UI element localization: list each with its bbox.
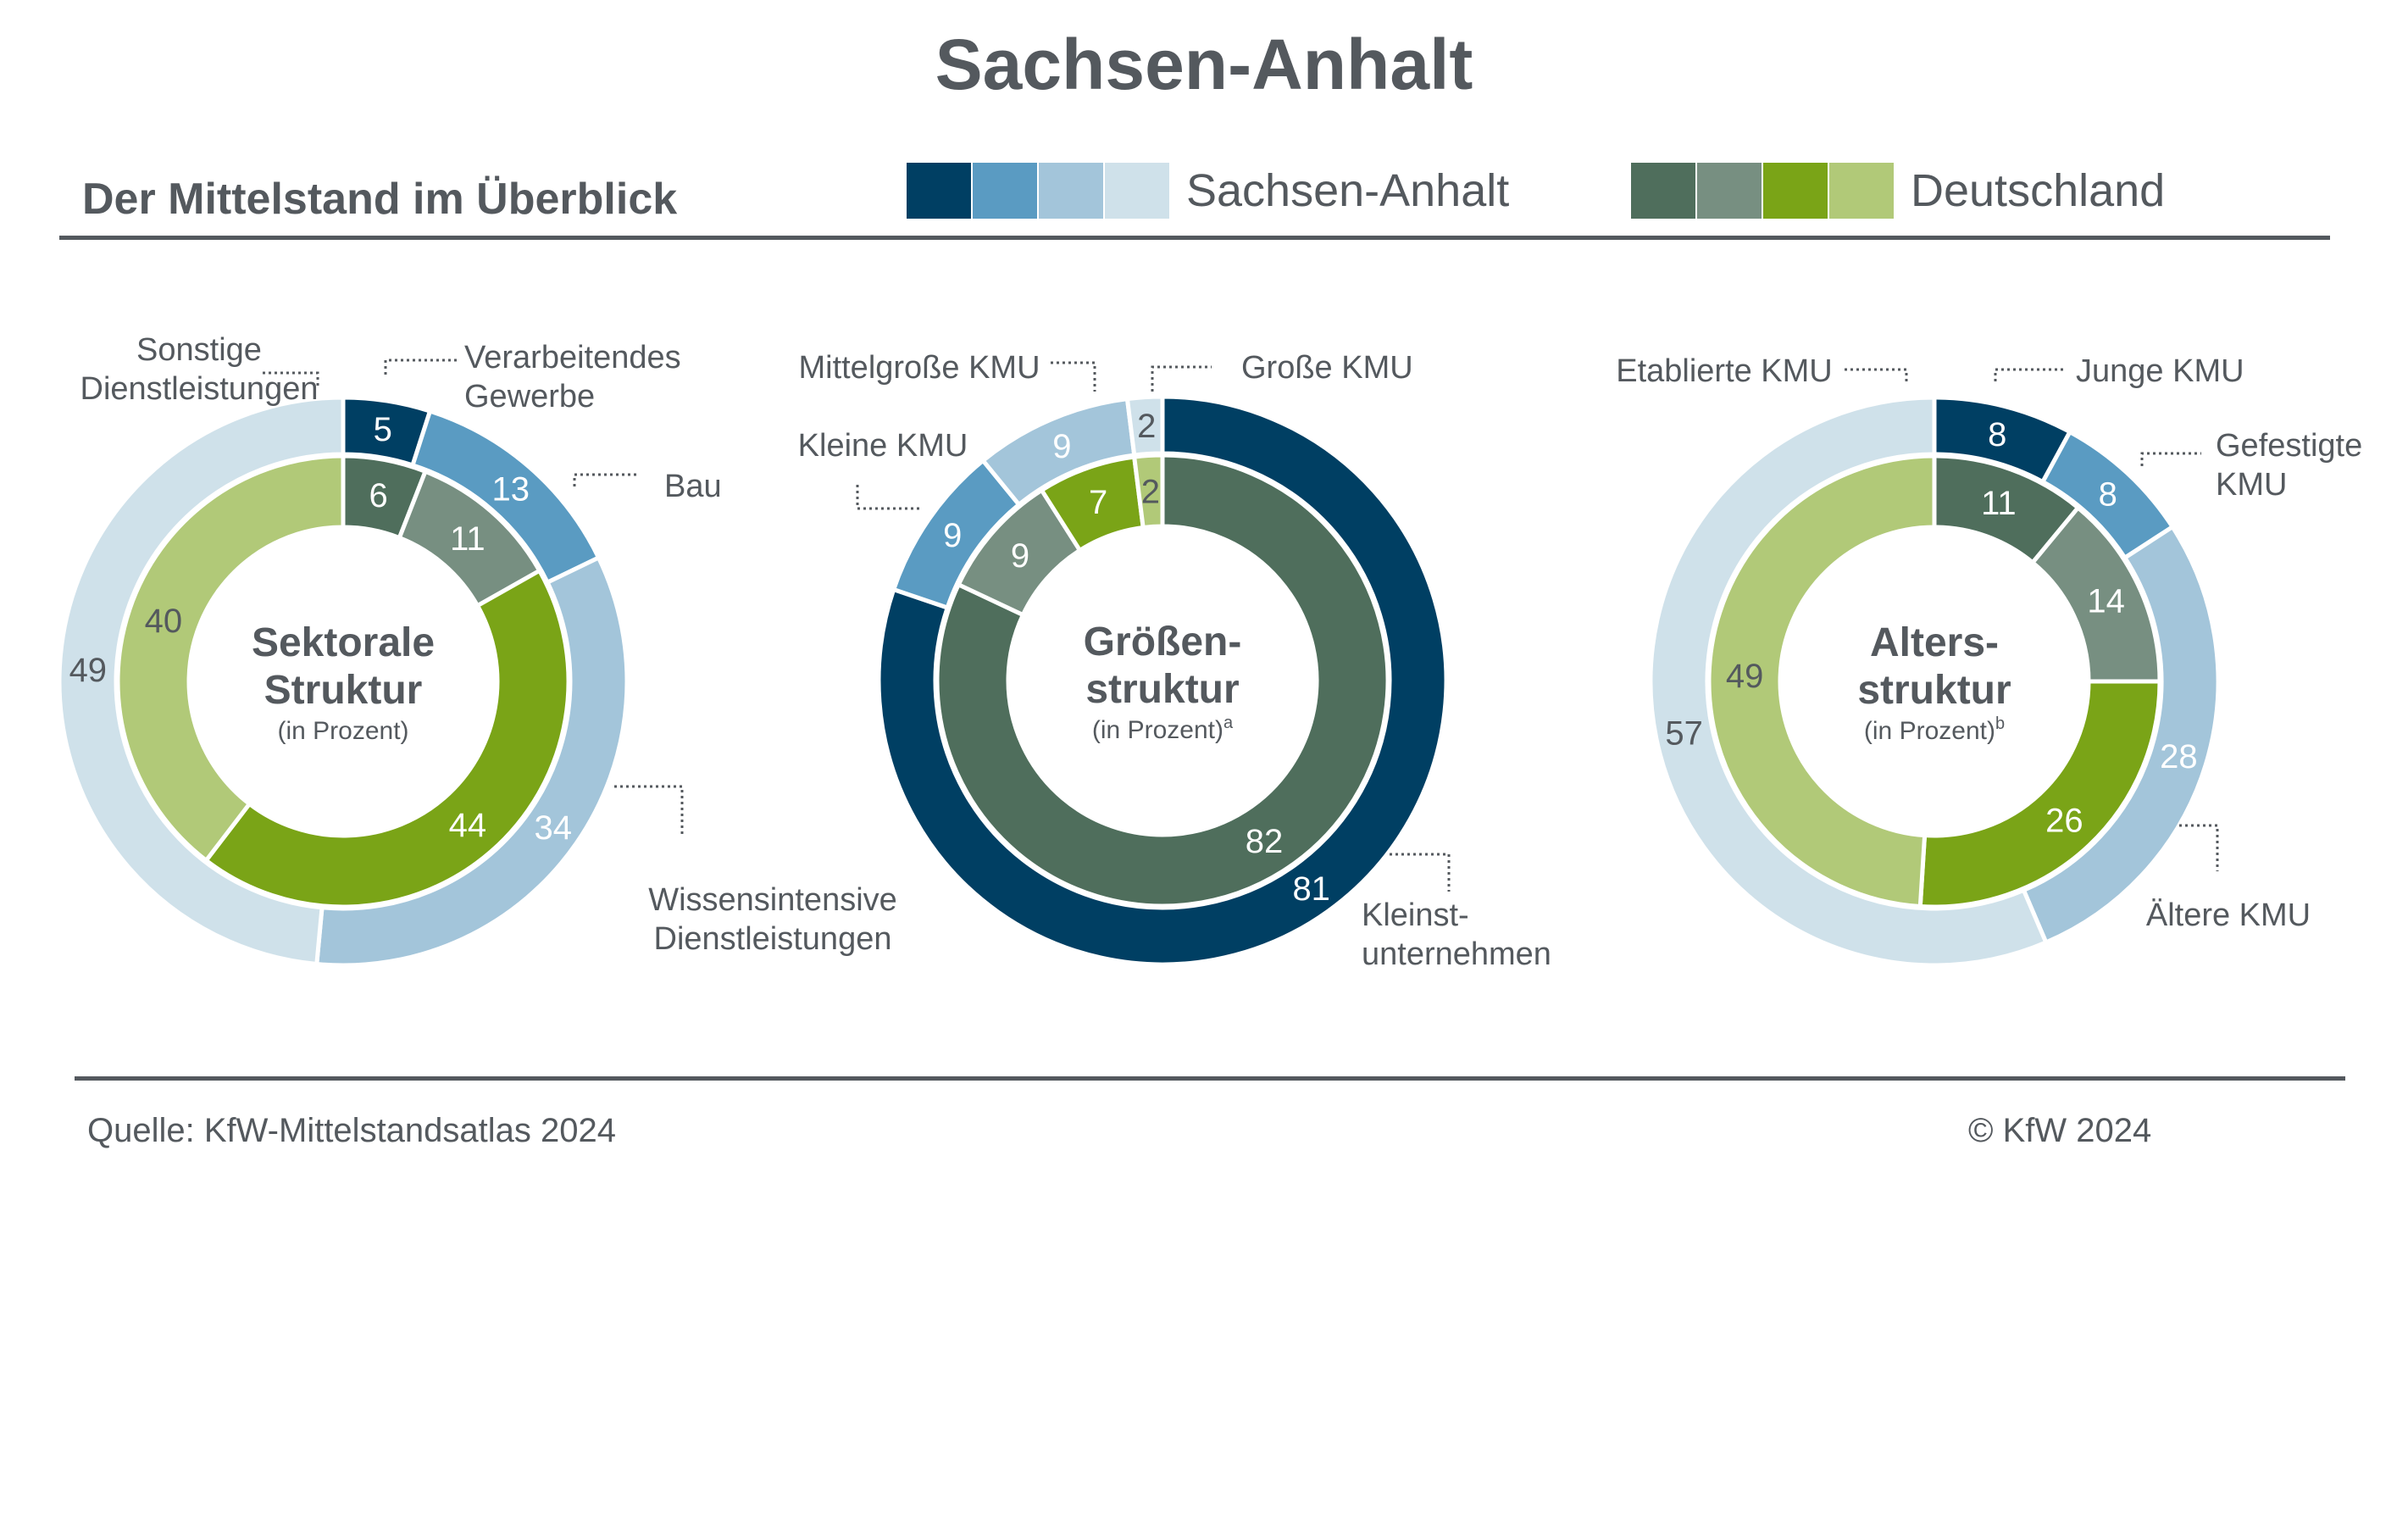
inner-value-label: 2: [1141, 473, 1160, 510]
inner-ring-segment: [1917, 679, 2162, 909]
category-label: Verarbeitendes: [464, 340, 681, 375]
leader-line: [1390, 853, 1451, 892]
leader-line: [1845, 368, 1908, 381]
subtitle: Der Mittelstand im Überblick: [82, 175, 678, 224]
center-title: struktur: [1857, 668, 2011, 713]
category-label: KMU: [2216, 467, 2287, 503]
leader-line: [1151, 365, 1212, 392]
legend-swatch: [907, 163, 971, 219]
category-label: Ältere KMU: [2146, 898, 2311, 933]
center-title: Sektorale: [252, 620, 435, 665]
source-note: Quelle: KfW-Mittelstandsatlas 2024: [87, 1112, 617, 1149]
category-label: Gefestigte: [2216, 428, 2362, 464]
inner-value-label: 11: [450, 520, 485, 558]
outer-value-label: 5: [374, 411, 392, 448]
category-label: unternehmen: [1362, 937, 1551, 972]
outer-value-label: 9: [943, 517, 962, 554]
center-title: struktur: [1085, 667, 1239, 712]
leader-line: [2179, 824, 2219, 871]
chart-title: Sachsen-Anhalt: [935, 25, 1473, 104]
outer-value-label: 2: [1137, 408, 1156, 445]
category-label: Dienstleistungen: [80, 371, 319, 407]
legend-swatch: [1105, 163, 1169, 219]
legend-swatch: [973, 163, 1037, 219]
leader-line: [1051, 361, 1096, 392]
category-label: Etablierte KMU: [1616, 353, 1833, 389]
center-title: Größen-: [1084, 620, 1242, 664]
outer-value-label: 8: [2099, 476, 2117, 514]
category-label: Kleine KMU: [798, 428, 968, 464]
leader-line: [856, 485, 919, 510]
center-unit: (in Prozent)b: [1864, 714, 2005, 745]
inner-ring-segment: [203, 567, 571, 909]
footer-rule: [75, 1076, 2345, 1081]
inner-value-label: 7: [1089, 484, 1107, 521]
category-label: Sonstige: [136, 332, 262, 368]
outer-value-label: 34: [534, 809, 572, 847]
legend-swatch: [1829, 163, 1894, 219]
leader-line: [573, 473, 637, 486]
inner-value-label: 26: [2045, 802, 2083, 839]
category-label: Junge KMU: [2076, 353, 2244, 389]
category-label: Bau: [664, 469, 722, 504]
inner-ring-segment: [115, 453, 346, 864]
copyright-note: © KfW 2024: [1968, 1112, 2152, 1149]
outer-value-label: 13: [492, 470, 530, 508]
leader-line: [2140, 452, 2201, 466]
legend-deutschland: Deutschland: [1631, 163, 2165, 219]
outer-value-label: 28: [2160, 738, 2198, 775]
inner-value-label: 49: [1726, 658, 1764, 695]
inner-ring-segment: [1131, 453, 1165, 531]
leader-line: [384, 358, 458, 375]
inner-ring-segment: [935, 453, 1390, 909]
legend-swatch: [1039, 163, 1103, 219]
category-label: Gewerbe: [464, 379, 595, 414]
center-unit: (in Prozent)a: [1092, 714, 1234, 744]
category-label: Dienstleistungen: [654, 921, 892, 957]
inner-value-label: 14: [2087, 583, 2125, 620]
header-rule: [59, 236, 2330, 240]
inner-value-label: 11: [1981, 485, 2017, 522]
outer-value-label: 9: [1052, 428, 1071, 465]
inner-value-label: 40: [145, 603, 183, 640]
inner-ring-segment: [1706, 453, 1937, 909]
legend-swatch: [1631, 163, 1695, 219]
category-label: Große KMU: [1241, 350, 1413, 386]
inner-value-label: 82: [1246, 823, 1284, 860]
leader-line: [614, 785, 684, 835]
outer-value-label: 57: [1665, 715, 1703, 753]
leader-line: [1994, 368, 2063, 381]
outer-value-label: 49: [69, 652, 108, 689]
category-label: Mittelgroße KMU: [798, 350, 1040, 386]
inner-value-label: 6: [369, 477, 387, 514]
inner-value-label: 44: [449, 807, 487, 844]
outer-value-label: 8: [1988, 416, 2006, 453]
category-label: Kleinst-: [1362, 898, 1469, 933]
outer-value-label: 81: [1292, 870, 1330, 908]
legend-sachsen-anhalt: Sachsen-Anhalt: [907, 163, 1509, 219]
center-title: Struktur: [264, 668, 423, 713]
legend-swatch: [1697, 163, 1762, 219]
center-unit: (in Prozent): [277, 717, 408, 745]
legend-label: Deutschland: [1911, 165, 2166, 216]
category-label: Wissensintensive: [648, 882, 897, 918]
center-title: Alters-: [1870, 620, 1999, 665]
inner-value-label: 9: [1011, 537, 1029, 575]
leader-line: [263, 371, 319, 386]
legend-swatch: [1763, 163, 1828, 219]
legend-label: Sachsen-Anhalt: [1186, 165, 1510, 216]
